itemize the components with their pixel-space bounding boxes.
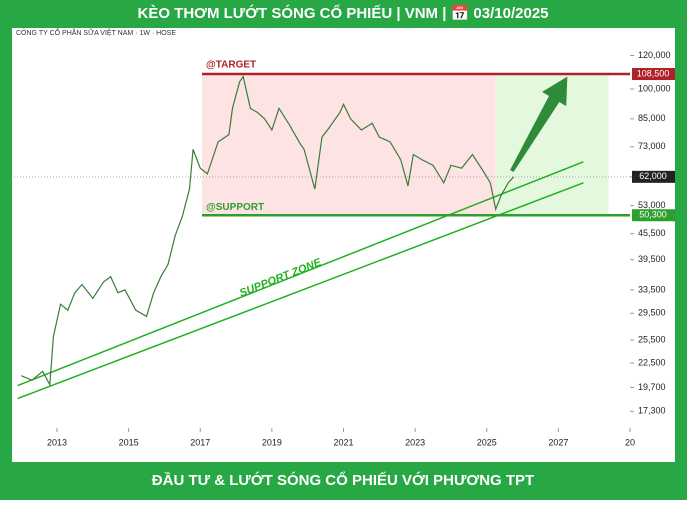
footer: ĐẦU TƯ & LƯỚT SÓNG CỔ PHIẾU VỚI PHƯƠNG T…	[152, 471, 534, 489]
x-tick-label: 2023	[405, 437, 425, 447]
level-name: @SUPPORT	[206, 202, 264, 213]
trendline	[17, 161, 584, 387]
x-tick-label: 2021	[333, 437, 353, 447]
y-tick-label: 25,500	[638, 334, 666, 344]
y-tick-label: 22,500	[638, 357, 666, 367]
target-arrow	[510, 76, 568, 173]
price-tag-label: 50,300	[639, 210, 667, 220]
x-tick-label: 2013	[47, 437, 67, 447]
y-tick-label: 29,500	[638, 308, 666, 318]
y-tick-label: 120,000	[638, 50, 671, 60]
level-name: @TARGET	[206, 60, 256, 71]
y-tick-label: 53,000	[638, 200, 666, 210]
price-tag	[632, 209, 675, 222]
x-tick-label: 2017	[190, 437, 210, 447]
x-tick-label: 2027	[548, 437, 568, 447]
y-tick-label: 100,000	[638, 83, 671, 93]
zone	[202, 74, 496, 216]
x-tick-label: 2015	[119, 437, 139, 447]
y-tick-label: 45,500	[638, 228, 666, 238]
y-tick-label: 73,000	[638, 141, 666, 151]
trendline	[17, 182, 584, 400]
subtitle: CÔNG TY CỔ PHẦN SỮA VIỆT NAM · 1W · HOSE	[16, 27, 176, 37]
y-tick-label: 19,700	[638, 382, 666, 392]
x-tick-label: 20	[625, 437, 635, 447]
header-title: KÈO THƠM LƯỚT SÓNG CỔ PHIẾU | VNM | 📅 03…	[137, 4, 548, 22]
price-tag-label: 62,000	[639, 171, 667, 181]
y-tick-label: 39,500	[638, 254, 666, 264]
y-tick-label: 33,500	[638, 284, 666, 294]
y-tick-label: 85,000	[638, 113, 666, 123]
x-tick-label: 2025	[477, 437, 497, 447]
price-tag-label: 108,500	[637, 68, 670, 78]
price-tag	[632, 68, 675, 81]
price-line	[20, 75, 515, 387]
y-tick-label: 17,300	[638, 406, 666, 416]
x-tick-label: 2019	[262, 437, 282, 447]
price-tag	[632, 170, 675, 183]
